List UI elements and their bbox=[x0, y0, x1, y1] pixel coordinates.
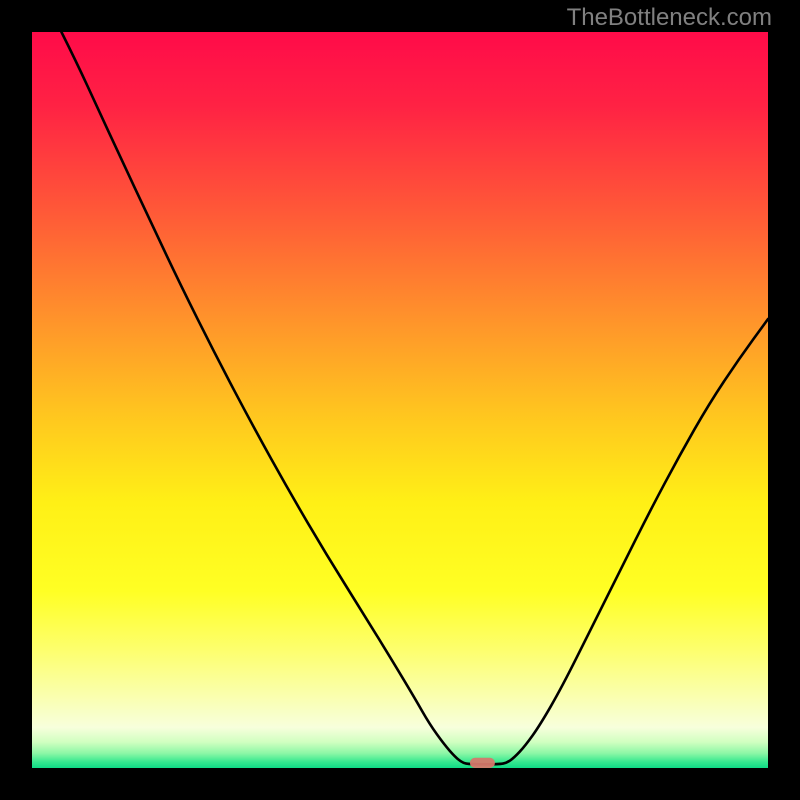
optimum-marker bbox=[470, 758, 495, 768]
plot-svg bbox=[32, 32, 768, 768]
watermark-text: TheBottleneck.com bbox=[567, 4, 772, 32]
chart-stage: TheBottleneck.com bbox=[0, 0, 800, 800]
gradient-background bbox=[32, 32, 768, 768]
plot-area bbox=[32, 32, 768, 768]
